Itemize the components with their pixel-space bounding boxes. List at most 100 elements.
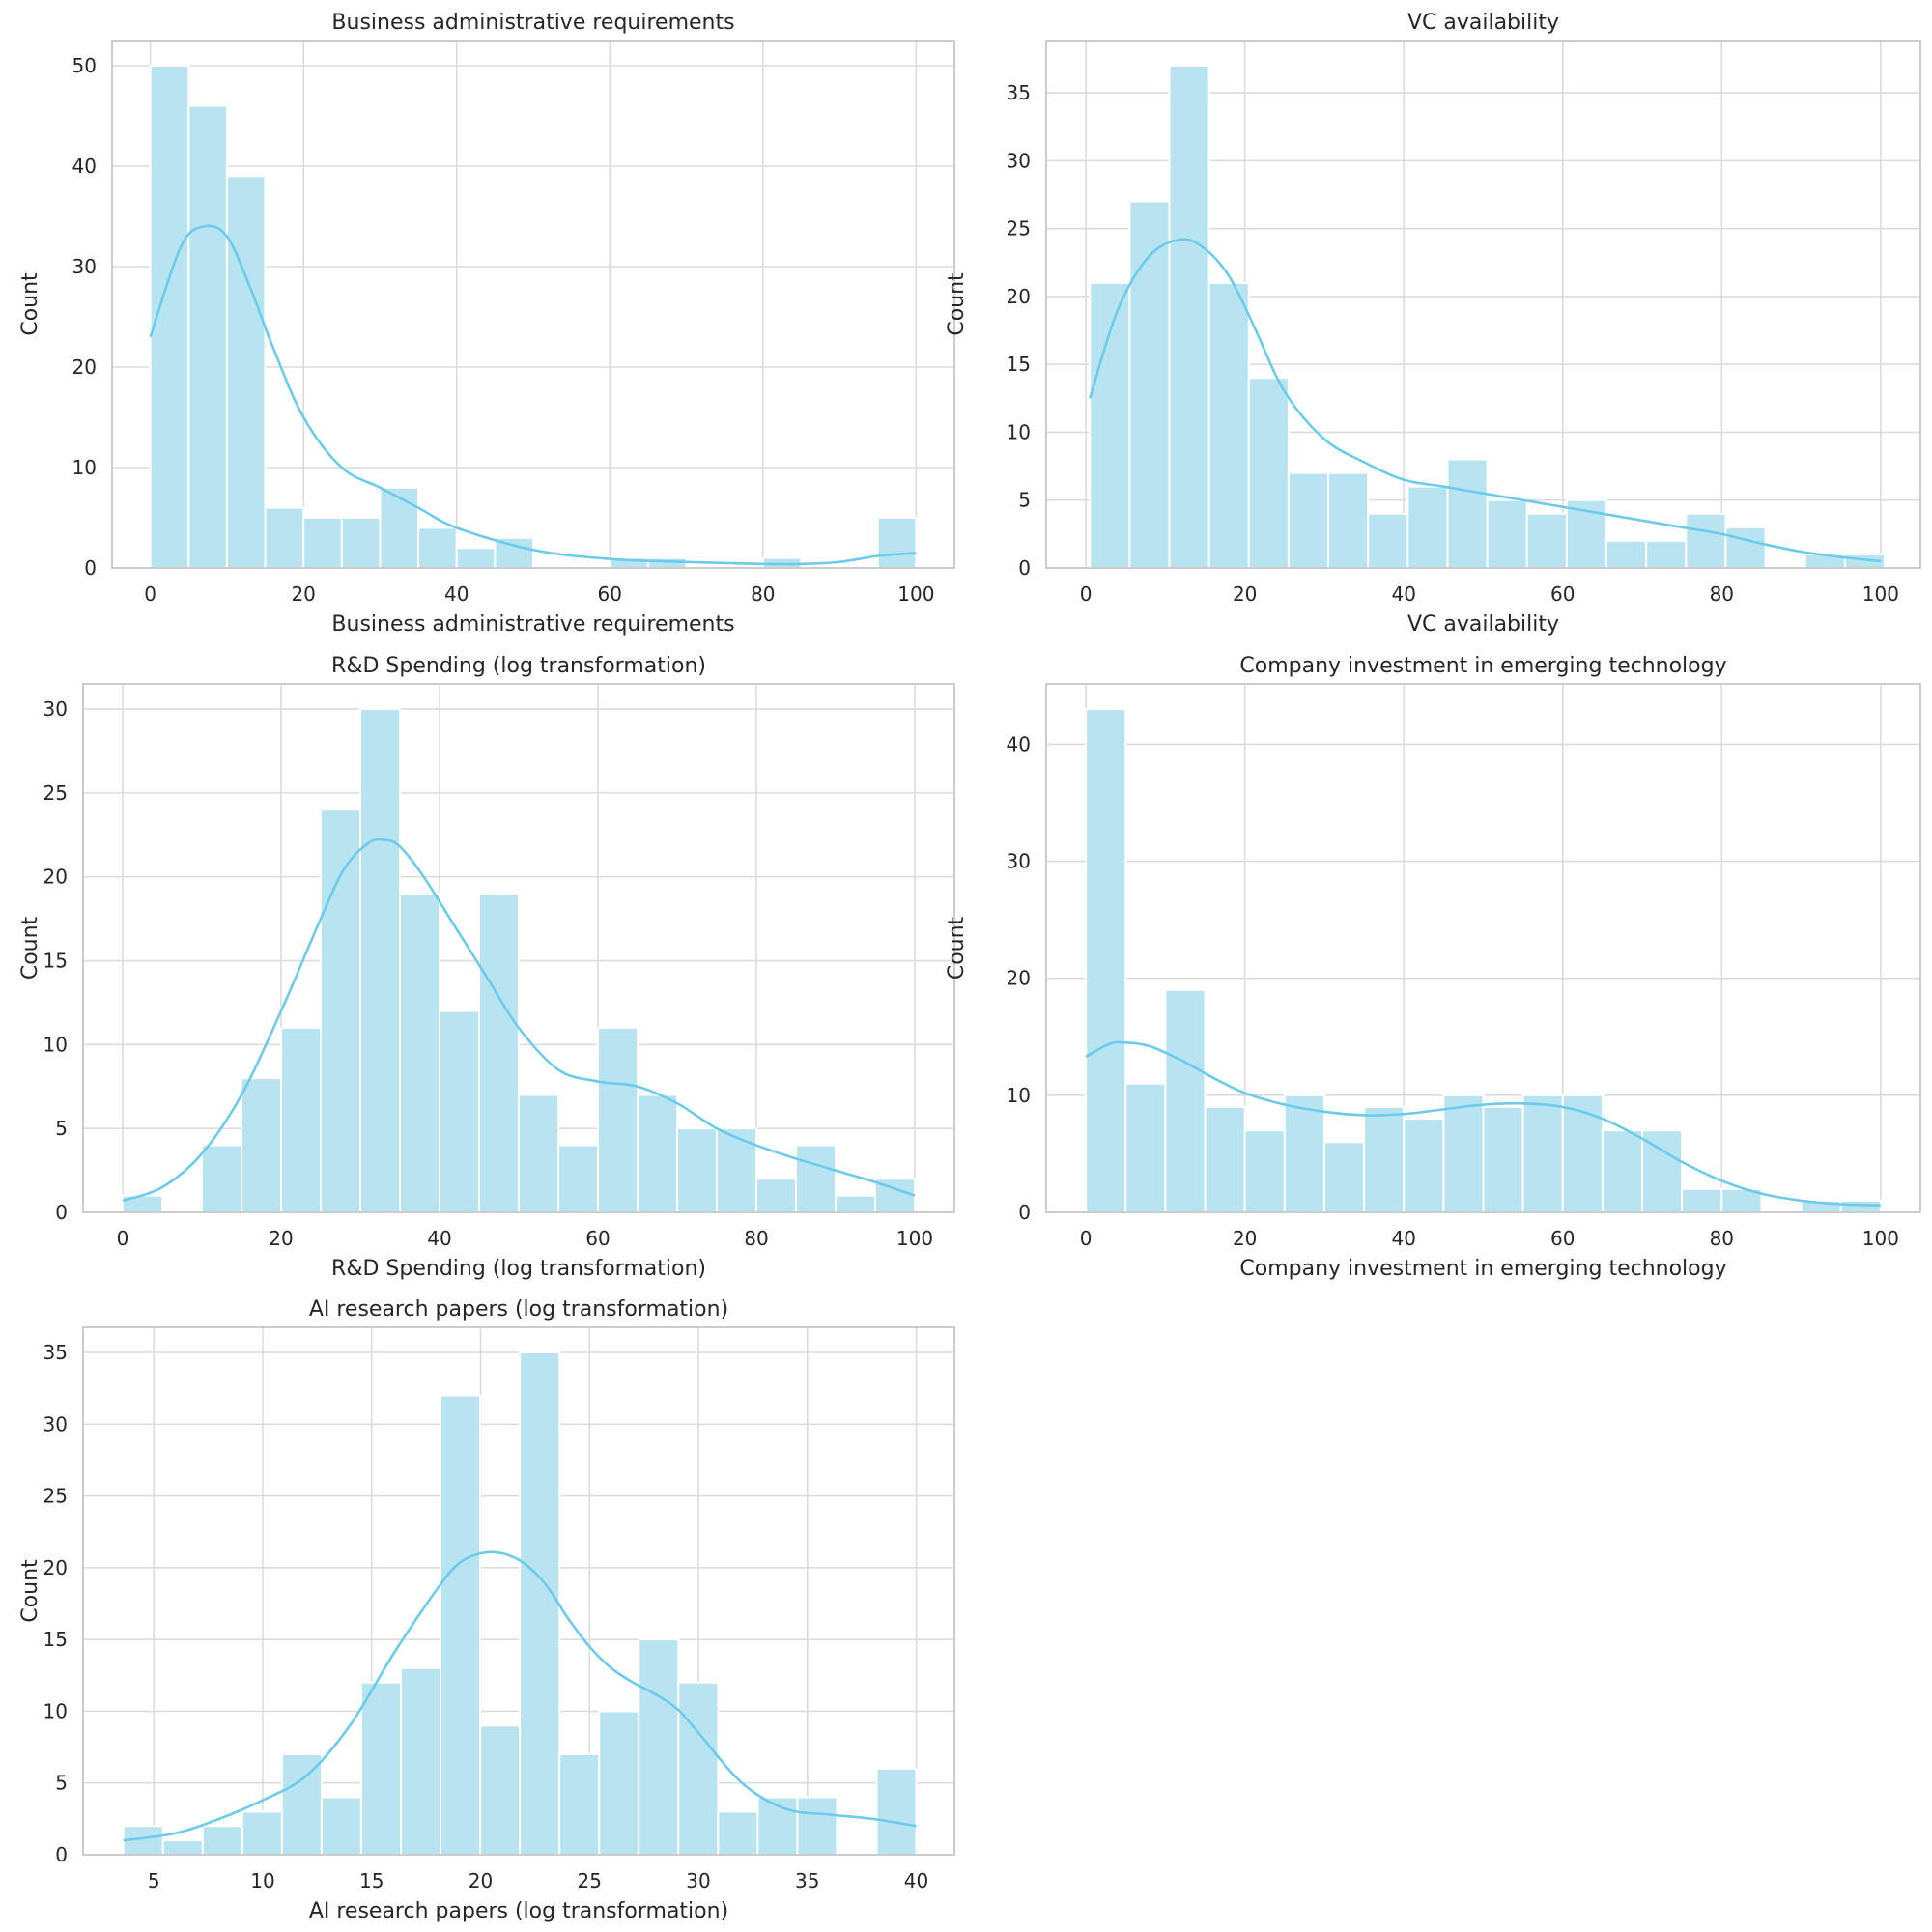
y-tick-label: 10: [1007, 1084, 1031, 1107]
histogram-bar: [1085, 708, 1127, 1213]
x-axis-label: AI research papers (log transformation): [309, 1899, 728, 1923]
x-tick-label: 80: [744, 1227, 768, 1250]
x-tick-label: 0: [144, 582, 156, 606]
x-axis-label: VC availability: [1407, 612, 1559, 637]
y-tick-label: 15: [43, 1628, 68, 1651]
x-tick-label: 60: [1550, 582, 1575, 606]
x-tick-label: 0: [1080, 1227, 1093, 1250]
x-axis-label: Business administrative requirements: [331, 612, 734, 637]
histogram-bar: [1128, 200, 1171, 570]
x-tick-label: 100: [1862, 582, 1899, 606]
x-tick-label: 0: [1080, 582, 1093, 606]
y-tick-label: 40: [72, 155, 97, 178]
histogram-bar: [1363, 1105, 1406, 1214]
y-tick-label: 5: [1018, 489, 1031, 512]
histogram-bar: [1482, 1105, 1524, 1214]
x-axis-label: R&D Spending (log transformation): [331, 1257, 706, 1281]
x-tick-label: 80: [1710, 1227, 1734, 1250]
histogram-bar: [320, 809, 361, 1213]
kde-line: [149, 224, 917, 566]
y-tick-label: 20: [1007, 967, 1031, 990]
chart-panel-3: 0 5 10 15 20 25 30 0 20 40 60 80 100 R&D Spending (lo…: [18, 654, 955, 1281]
y-tick-label: 30: [43, 697, 68, 721]
y-tick-label: 0: [84, 556, 97, 580]
x-axis-label: Company investment in emerging technolog…: [1239, 1257, 1726, 1281]
x-tick-label: 0: [117, 1227, 129, 1250]
y-axis-label: Count: [18, 916, 43, 980]
x-tick-label: 10: [250, 1869, 274, 1892]
axes-frame: [82, 683, 955, 1213]
histogram-bar: [1322, 1141, 1366, 1213]
x-tick-label: 40: [1392, 582, 1416, 606]
histogram-bar: [1168, 65, 1210, 569]
x-tick-label: 60: [1550, 1227, 1575, 1250]
y-tick-label: 25: [43, 1485, 68, 1508]
histogram-bar: [379, 486, 420, 569]
histogram-bar: [359, 708, 401, 1213]
x-tick-label: 20: [269, 1227, 293, 1250]
histogram-bar: [677, 1681, 720, 1856]
histogram-bar: [598, 1710, 640, 1857]
y-tick-label: 5: [55, 1117, 68, 1140]
x-tick-label: 5: [148, 1869, 160, 1892]
histogram-bar: [241, 1077, 282, 1213]
x-tick-label: 20: [1233, 1227, 1257, 1250]
histogram-bar: [225, 175, 267, 569]
histogram-bar: [518, 1094, 559, 1214]
histogram-bar: [1287, 471, 1330, 569]
axes-frame: [1045, 683, 1921, 1213]
histogram-bar: [280, 1026, 322, 1213]
x-tick-label: 20: [469, 1869, 493, 1892]
histogram-bar: [161, 1839, 204, 1856]
y-tick-label: 30: [1007, 850, 1031, 873]
x-tick-label: 30: [686, 1869, 710, 1892]
histogram-bar: [1486, 498, 1528, 570]
x-tick-label: 40: [444, 582, 469, 606]
y-tick-label: 35: [1007, 81, 1031, 104]
histogram-bar: [1521, 1094, 1564, 1213]
histogram-bar: [1283, 1094, 1325, 1213]
histogram-bar: [1446, 458, 1489, 569]
histogram-bar: [440, 1394, 482, 1856]
x-tick-label: 100: [896, 1227, 933, 1250]
histogram-bar: [597, 1026, 639, 1213]
axes-frame: [1045, 40, 1921, 569]
chart-panel-1: 0 10 20 30 40 50 0 20 40 60 80 100 Business administ…: [18, 11, 955, 637]
histogram-bar: [876, 517, 918, 569]
y-axis-label: Count: [945, 272, 969, 336]
y-tick-label: 10: [43, 1699, 68, 1722]
histogram-bar: [340, 517, 382, 569]
y-tick-label: 15: [43, 950, 68, 973]
histogram-bar: [359, 1681, 403, 1856]
x-tick-label: 40: [1392, 1227, 1416, 1250]
histogram-bar: [1561, 1094, 1604, 1213]
histogram-bar: [1208, 281, 1250, 569]
x-tick-label: 25: [578, 1869, 602, 1892]
chart-panel-2: 0 5 10 15 20 25 30 35 0 20 40 60 80 100 VC availabilit…: [945, 11, 1921, 637]
y-tick-label: 0: [1018, 1201, 1031, 1224]
histogram-bar: [302, 517, 343, 569]
histogram-bar: [1164, 988, 1207, 1214]
histogram-bar: [201, 1825, 243, 1857]
y-tick-label: 50: [72, 54, 97, 77]
x-tick-label: 15: [359, 1869, 384, 1892]
histogram-bar: [1605, 539, 1648, 570]
y-tick-label: 0: [1018, 556, 1031, 580]
y-axis-label: Count: [18, 1559, 43, 1623]
histogram-bar: [1601, 1129, 1644, 1214]
kde-line: [1089, 238, 1881, 563]
histogram-bar: [399, 893, 440, 1213]
chart-title: Business administrative requirements: [331, 11, 734, 35]
histogram-bar: [1243, 1129, 1286, 1214]
y-tick-label: 20: [43, 866, 68, 889]
histogram-bar: [201, 1144, 242, 1213]
histogram-bar: [1367, 512, 1409, 570]
histogram-bar: [796, 1796, 838, 1856]
histogram-bar: [264, 506, 305, 569]
histogram-bar: [1525, 512, 1568, 570]
y-tick-label: 5: [55, 1772, 68, 1795]
histogram-bar: [1124, 1082, 1167, 1214]
chart-panel-4: 0 10 20 30 40 0 20 40 60 80 100 Company investment …: [945, 654, 1921, 1281]
y-axis-label: Count: [18, 272, 43, 336]
